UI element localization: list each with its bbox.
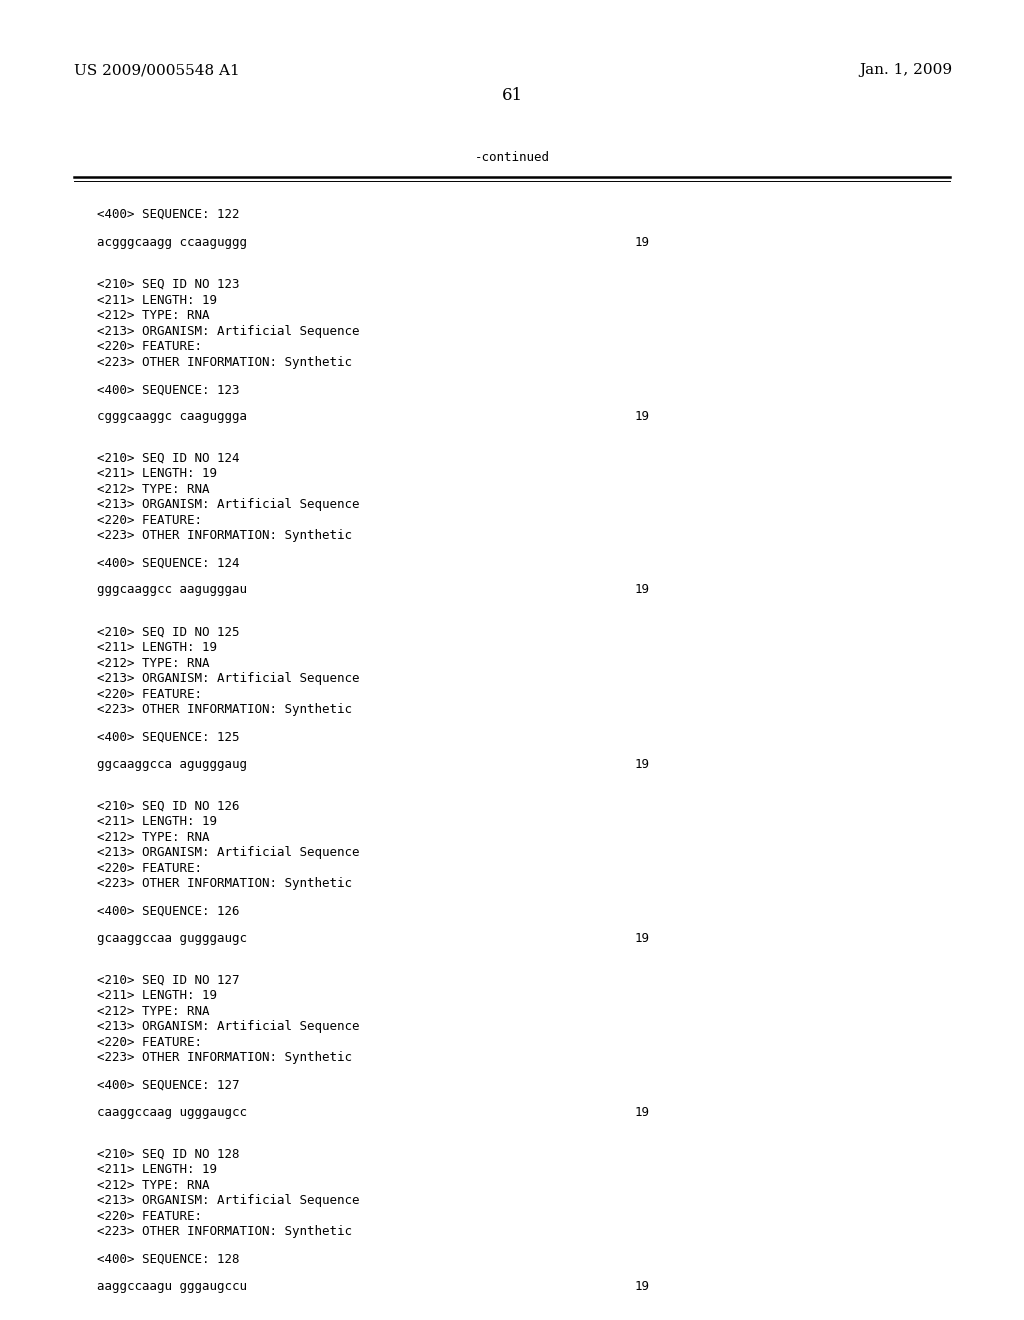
Text: <210> SEQ ID NO 124: <210> SEQ ID NO 124 — [97, 451, 240, 465]
Text: 19: 19 — [635, 932, 650, 945]
Text: <400> SEQUENCE: 128: <400> SEQUENCE: 128 — [97, 1253, 240, 1266]
Text: Jan. 1, 2009: Jan. 1, 2009 — [859, 63, 952, 78]
Text: <211> LENGTH: 19: <211> LENGTH: 19 — [97, 467, 217, 480]
Text: <400> SEQUENCE: 122: <400> SEQUENCE: 122 — [97, 209, 240, 220]
Text: <223> OTHER INFORMATION: Synthetic: <223> OTHER INFORMATION: Synthetic — [97, 704, 352, 715]
Text: <210> SEQ ID NO 126: <210> SEQ ID NO 126 — [97, 800, 240, 813]
Text: <210> SEQ ID NO 128: <210> SEQ ID NO 128 — [97, 1148, 240, 1162]
Text: <212> TYPE: RNA: <212> TYPE: RNA — [97, 832, 210, 843]
Text: <211> LENGTH: 19: <211> LENGTH: 19 — [97, 1163, 217, 1176]
Text: 19: 19 — [635, 1280, 650, 1294]
Text: <212> TYPE: RNA: <212> TYPE: RNA — [97, 309, 210, 322]
Text: US 2009/0005548 A1: US 2009/0005548 A1 — [74, 63, 240, 78]
Text: <212> TYPE: RNA: <212> TYPE: RNA — [97, 1179, 210, 1192]
Text: <223> OTHER INFORMATION: Synthetic: <223> OTHER INFORMATION: Synthetic — [97, 876, 352, 890]
Text: <400> SEQUENCE: 124: <400> SEQUENCE: 124 — [97, 557, 240, 570]
Text: <213> ORGANISM: Artificial Sequence: <213> ORGANISM: Artificial Sequence — [97, 846, 359, 859]
Text: <213> ORGANISM: Artificial Sequence: <213> ORGANISM: Artificial Sequence — [97, 1195, 359, 1206]
Text: -continued: -continued — [474, 150, 550, 164]
Text: <223> OTHER INFORMATION: Synthetic: <223> OTHER INFORMATION: Synthetic — [97, 1051, 352, 1064]
Text: <212> TYPE: RNA: <212> TYPE: RNA — [97, 1005, 210, 1018]
Text: 61: 61 — [502, 87, 522, 104]
Text: <400> SEQUENCE: 126: <400> SEQUENCE: 126 — [97, 906, 240, 917]
Text: <211> LENGTH: 19: <211> LENGTH: 19 — [97, 294, 217, 308]
Text: <213> ORGANISM: Artificial Sequence: <213> ORGANISM: Artificial Sequence — [97, 325, 359, 338]
Text: <213> ORGANISM: Artificial Sequence: <213> ORGANISM: Artificial Sequence — [97, 1020, 359, 1034]
Text: 19: 19 — [635, 1106, 650, 1119]
Text: <220> FEATURE:: <220> FEATURE: — [97, 1036, 203, 1049]
Text: 19: 19 — [635, 411, 650, 422]
Text: 19: 19 — [635, 758, 650, 771]
Text: <400> SEQUENCE: 125: <400> SEQUENCE: 125 — [97, 731, 240, 744]
Text: <211> LENGTH: 19: <211> LENGTH: 19 — [97, 989, 217, 1002]
Text: acgggcaagg ccaaguggg: acgggcaagg ccaaguggg — [97, 236, 247, 249]
Text: <213> ORGANISM: Artificial Sequence: <213> ORGANISM: Artificial Sequence — [97, 498, 359, 511]
Text: ggcaaggcca agugggaug: ggcaaggcca agugggaug — [97, 758, 247, 771]
Text: <213> ORGANISM: Artificial Sequence: <213> ORGANISM: Artificial Sequence — [97, 672, 359, 685]
Text: <400> SEQUENCE: 127: <400> SEQUENCE: 127 — [97, 1078, 240, 1092]
Text: <223> OTHER INFORMATION: Synthetic: <223> OTHER INFORMATION: Synthetic — [97, 529, 352, 543]
Text: <220> FEATURE:: <220> FEATURE: — [97, 513, 203, 527]
Text: aaggccaagu gggaugccu: aaggccaagu gggaugccu — [97, 1280, 247, 1294]
Text: <223> OTHER INFORMATION: Synthetic: <223> OTHER INFORMATION: Synthetic — [97, 356, 352, 370]
Text: 19: 19 — [635, 236, 650, 249]
Text: <220> FEATURE:: <220> FEATURE: — [97, 1210, 203, 1224]
Text: gcaaggccaa gugggaugc: gcaaggccaa gugggaugc — [97, 932, 247, 945]
Text: 19: 19 — [635, 583, 650, 597]
Text: <212> TYPE: RNA: <212> TYPE: RNA — [97, 657, 210, 671]
Text: <210> SEQ ID NO 127: <210> SEQ ID NO 127 — [97, 974, 240, 987]
Text: <223> OTHER INFORMATION: Synthetic: <223> OTHER INFORMATION: Synthetic — [97, 1225, 352, 1238]
Text: cgggcaaggc caaguggga: cgggcaaggc caaguggga — [97, 411, 247, 422]
Text: caaggccaag ugggaugcc: caaggccaag ugggaugcc — [97, 1106, 247, 1119]
Text: <210> SEQ ID NO 125: <210> SEQ ID NO 125 — [97, 626, 240, 639]
Text: <220> FEATURE:: <220> FEATURE: — [97, 862, 203, 875]
Text: <211> LENGTH: 19: <211> LENGTH: 19 — [97, 814, 217, 828]
Text: <400> SEQUENCE: 123: <400> SEQUENCE: 123 — [97, 384, 240, 397]
Text: <220> FEATURE:: <220> FEATURE: — [97, 341, 203, 352]
Text: gggcaaggcc aagugggau: gggcaaggcc aagugggau — [97, 583, 247, 597]
Text: <211> LENGTH: 19: <211> LENGTH: 19 — [97, 642, 217, 653]
Text: <220> FEATURE:: <220> FEATURE: — [97, 688, 203, 701]
Text: <212> TYPE: RNA: <212> TYPE: RNA — [97, 483, 210, 496]
Text: <210> SEQ ID NO 123: <210> SEQ ID NO 123 — [97, 279, 240, 290]
